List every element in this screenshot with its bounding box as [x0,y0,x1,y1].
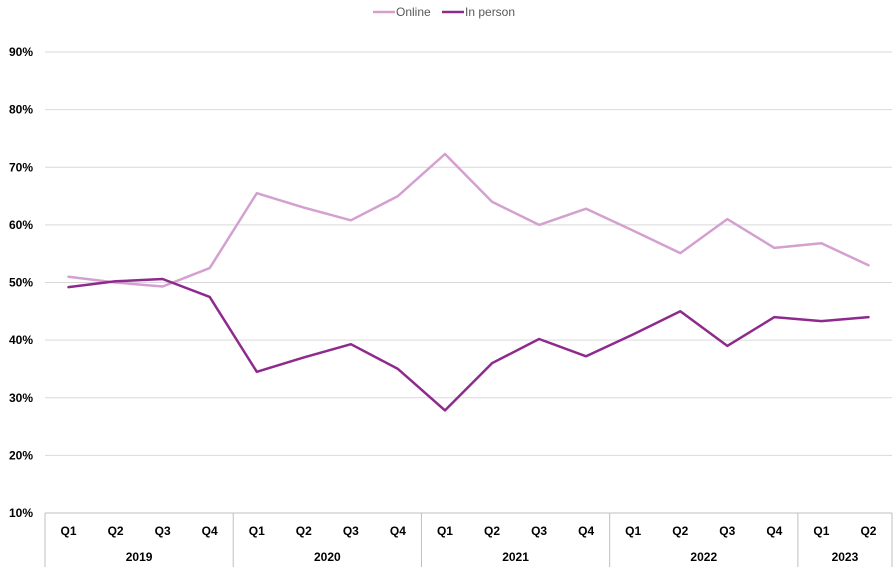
y-tick-label: 70% [9,160,33,174]
x-tick-label: Q2 [860,524,876,538]
y-tick-label: 30% [9,391,33,405]
gridlines [45,51,892,514]
x-year-label: 2019 [126,550,153,564]
x-tick-label: Q1 [437,524,453,538]
x-tick-label: Q3 [719,524,735,538]
y-tick-label: 50% [9,276,33,290]
series-line-online [67,152,870,288]
x-tick-label: Q4 [578,524,594,538]
series-line-in-person [67,277,870,412]
y-axis-tick-labels: 10% 20% 30% 40% 50% 60% 70% 80% 90% [9,45,33,520]
y-tick-label: 40% [9,333,33,347]
x-tick-label: Q4 [766,524,782,538]
x-tick-label: Q1 [813,524,829,538]
legend-label-online: Online [396,5,431,19]
x-year-label: 2023 [832,550,859,564]
x-tick-label: Q4 [390,524,406,538]
x-year-label: 2022 [690,550,717,564]
x-tick-label: Q3 [155,524,171,538]
x-year-label: 2021 [502,550,529,564]
x-tick-label: Q2 [296,524,312,538]
x-tick-label: Q3 [531,524,547,538]
y-tick-label: 10% [9,506,33,520]
series-lines [67,152,870,412]
y-tick-label: 90% [9,45,33,59]
x-tick-label: Q2 [672,524,688,538]
x-tick-label: Q1 [625,524,641,538]
y-tick-label: 20% [9,448,33,462]
y-tick-label: 80% [9,103,33,117]
x-axis: Q1 Q2 Q3 Q4 Q1 Q2 Q3 Q4 Q1 Q2 Q3 Q4 Q1 Q2 Q3 Q4 Q1 Q22019… [44,513,893,567]
x-tick-label: Q1 [61,524,77,538]
x-year-label: 2020 [314,550,341,564]
x-tick-label: Q3 [343,524,359,538]
x-tick-label: Q1 [249,524,265,538]
x-tick-label: Q4 [202,524,218,538]
y-tick-label: 60% [9,218,33,232]
legend-label-in-person: In person [465,5,515,19]
legend: Online In person [373,5,515,19]
x-tick-label: Q2 [108,524,124,538]
x-tick-label: Q2 [484,524,500,538]
